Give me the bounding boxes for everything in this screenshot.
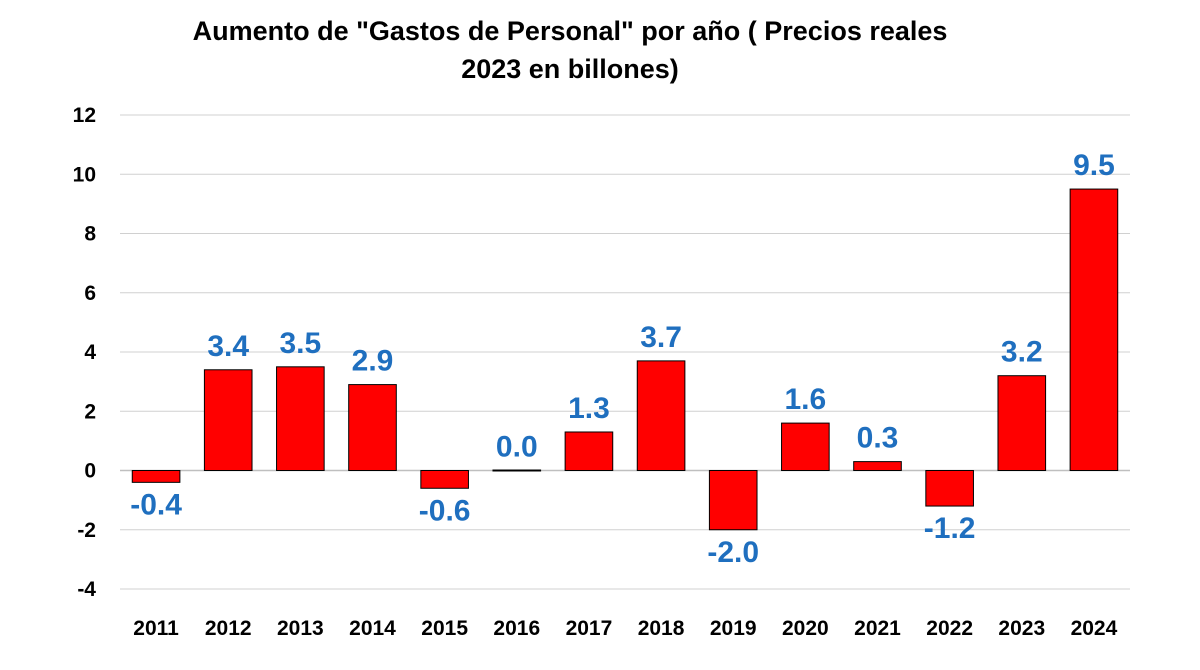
data-labels: -0.4 3.4 3.5 2.9 -0.6 0.0 1.3 3.7 -2.0 1.6 0.3 -1.2… [130, 149, 1115, 569]
bar-2016 [492, 469, 542, 472]
y-tick-label: -4 [77, 578, 96, 601]
x-tick-label: 2019 [710, 617, 757, 640]
y-axis-tick-labels: 12 10 8 6 4 2 0 -2 -4 [73, 104, 97, 601]
bar-2020 [781, 422, 830, 472]
bar-2018 [636, 360, 686, 472]
bar-2024 [1069, 188, 1119, 471]
data-label-2012: 3.4 [207, 330, 249, 363]
data-label-2013: 3.5 [279, 327, 321, 360]
bar-2023 [997, 375, 1047, 472]
x-tick-label: 2012 [205, 617, 252, 640]
y-tick-label: 8 [84, 223, 96, 246]
bar-2015 [420, 470, 469, 489]
x-tick-label: 2024 [1071, 617, 1118, 640]
x-tick-label: 2020 [782, 617, 829, 640]
data-label-2019: -2.0 [707, 536, 759, 569]
x-tick-label: 2015 [421, 617, 468, 640]
data-label-2017: 1.3 [568, 392, 610, 425]
bars [131, 188, 1119, 531]
y-tick-label: 0 [84, 460, 96, 483]
bar-2021 [853, 461, 902, 471]
gridlines [120, 114, 1130, 590]
bar-2019 [708, 470, 758, 531]
data-label-2021: 0.3 [857, 422, 899, 455]
x-tick-label: 2023 [998, 617, 1045, 640]
x-tick-label: 2022 [926, 617, 973, 640]
bar-2011 [131, 470, 181, 483]
x-tick-label: 2018 [638, 617, 685, 640]
y-tick-label: -2 [77, 519, 96, 542]
data-label-2024: 9.5 [1073, 149, 1115, 182]
x-axis-tick-labels: 2011 2012 2013 2014 2015 2016 2017 2018 2019 2020… [133, 617, 1117, 640]
y-tick-label: 2 [84, 400, 96, 423]
bar-2017 [564, 431, 614, 471]
data-label-2018: 3.7 [640, 321, 682, 354]
data-label-2015: -0.6 [419, 494, 471, 527]
data-label-2020: 1.6 [784, 383, 826, 416]
data-label-2016: 0.0 [496, 431, 538, 464]
bar-2012 [203, 369, 253, 471]
data-label-2022: -1.2 [924, 512, 976, 545]
data-label-2014: 2.9 [352, 345, 394, 378]
chart-title: Aumento de "Gastos de Personal" por año … [80, 12, 1060, 88]
x-tick-label: 2021 [854, 617, 901, 640]
data-label-2011: -0.4 [130, 488, 182, 521]
x-tick-label: 2014 [349, 617, 396, 640]
y-tick-label: 6 [84, 282, 96, 305]
data-label-2023: 3.2 [1001, 336, 1043, 369]
chart-title-line-2: 2023 en billones) [461, 54, 679, 84]
y-tick-label: 4 [84, 341, 96, 364]
x-tick-label: 2017 [566, 617, 613, 640]
y-tick-label: 12 [73, 104, 96, 127]
x-tick-label: 2011 [133, 617, 179, 640]
y-tick-label: 10 [73, 163, 96, 186]
chart-title-line-1: Aumento de "Gastos de Personal" por año … [192, 16, 948, 46]
x-tick-label: 2016 [493, 617, 540, 640]
bar-2014 [348, 384, 397, 471]
bar-2022 [925, 470, 974, 507]
x-tick-label: 2013 [277, 617, 324, 640]
bar-2013 [276, 366, 325, 471]
